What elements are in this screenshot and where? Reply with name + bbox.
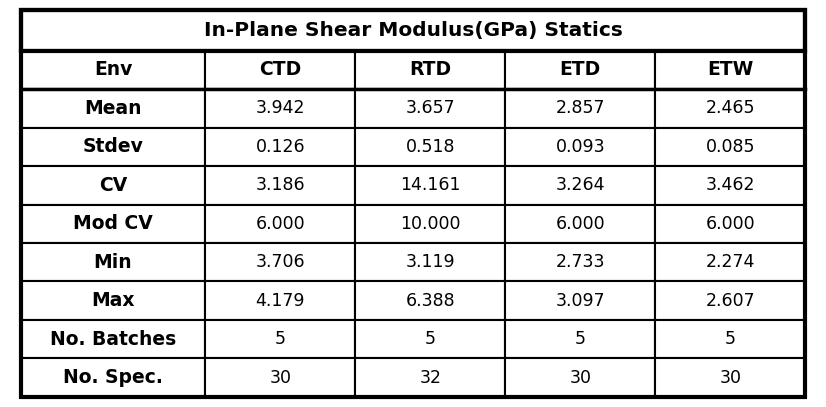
Bar [21,205,205,243]
Bar [205,128,355,166]
Bar [355,320,506,359]
Text: No. Spec.: No. Spec. [63,368,163,387]
Bar [655,243,805,282]
Text: 3.186: 3.186 [255,176,305,195]
Bar [21,243,205,282]
Text: 0.093: 0.093 [556,138,605,156]
Text: 5: 5 [725,330,736,348]
Bar [506,89,655,128]
Text: 30: 30 [269,369,292,387]
Text: 5: 5 [425,330,436,348]
Text: In-Plane Shear Modulus(GPa) Statics: In-Plane Shear Modulus(GPa) Statics [203,21,623,40]
Bar [21,89,205,128]
Text: 2.465: 2.465 [705,99,755,118]
Text: 0.518: 0.518 [406,138,455,156]
Bar [506,320,655,359]
Bar [205,282,355,320]
Text: 0.085: 0.085 [705,138,755,156]
Text: 6.000: 6.000 [705,215,755,233]
Text: 14.161: 14.161 [400,176,461,195]
Bar [355,166,506,205]
Text: 2.857: 2.857 [556,99,605,118]
Bar [355,51,506,89]
Text: Stdev: Stdev [83,138,144,156]
Text: ETD: ETD [560,61,601,79]
Bar [205,243,355,282]
Bar [205,89,355,128]
Bar [355,128,506,166]
Bar [355,89,506,128]
Text: Env: Env [94,61,132,79]
Text: CTD: CTD [259,61,301,79]
Text: 2.274: 2.274 [705,253,755,271]
Text: Min: Min [93,253,132,272]
Text: 32: 32 [420,369,441,387]
Text: 30: 30 [569,369,591,387]
Text: 6.000: 6.000 [255,215,305,233]
Bar [655,320,805,359]
Text: Max: Max [91,291,135,310]
Bar [21,128,205,166]
Text: 3.119: 3.119 [406,253,455,271]
Bar [506,359,655,397]
Bar [355,243,506,282]
Bar [21,282,205,320]
Text: 4.179: 4.179 [255,292,305,310]
Bar [655,282,805,320]
Bar [655,359,805,397]
Bar [506,205,655,243]
Bar [506,243,655,282]
Bar [655,205,805,243]
Text: 10.000: 10.000 [400,215,461,233]
Text: 3.657: 3.657 [406,99,455,118]
Text: 2.733: 2.733 [556,253,605,271]
Bar [506,128,655,166]
Text: ETW: ETW [707,61,753,79]
Bar [205,205,355,243]
Bar [21,320,205,359]
Bar [655,89,805,128]
Text: 0.126: 0.126 [255,138,305,156]
Text: 5: 5 [275,330,286,348]
Text: 2.607: 2.607 [705,292,755,310]
Text: 5: 5 [575,330,586,348]
Bar [355,205,506,243]
Bar [655,166,805,205]
Text: 30: 30 [719,369,742,387]
Text: 3.942: 3.942 [255,99,305,118]
Text: 3.462: 3.462 [705,176,755,195]
Text: Mod CV: Mod CV [73,214,153,233]
Text: 3.097: 3.097 [556,292,605,310]
Bar [506,51,655,89]
Bar [506,166,655,205]
Bar [655,51,805,89]
Bar [21,359,205,397]
Text: RTD: RTD [409,61,451,79]
Text: No. Batches: No. Batches [50,330,176,349]
Text: Mean: Mean [84,99,142,118]
Text: 3.706: 3.706 [255,253,305,271]
Bar [205,359,355,397]
Text: CV: CV [99,176,127,195]
Bar [205,166,355,205]
Bar [21,10,805,51]
Bar [655,128,805,166]
Text: 6.388: 6.388 [406,292,455,310]
Bar [355,359,506,397]
Bar [21,51,205,89]
Bar [205,320,355,359]
Text: 3.264: 3.264 [556,176,605,195]
Bar [355,282,506,320]
Bar [21,166,205,205]
Text: 6.000: 6.000 [556,215,605,233]
Bar [205,51,355,89]
Bar [506,282,655,320]
